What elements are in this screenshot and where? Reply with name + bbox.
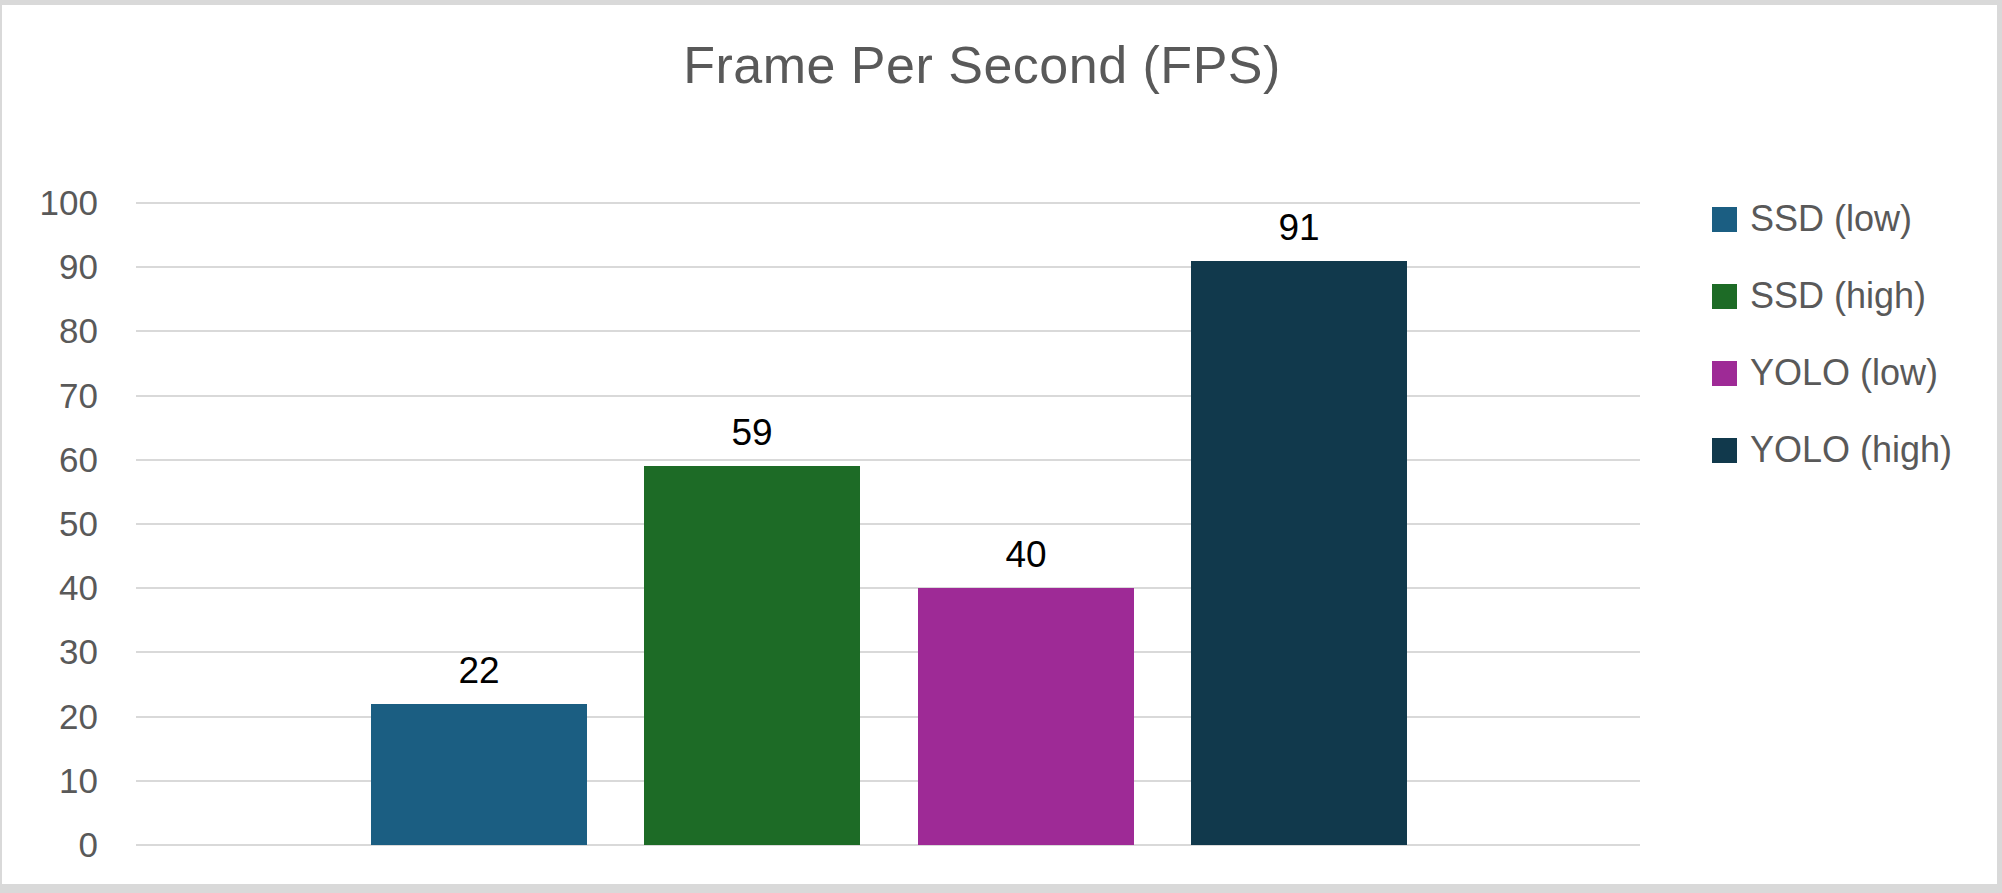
y-axis-tick-label-50: 50	[2, 504, 98, 544]
legend-swatch-ssd-low	[1712, 207, 1737, 232]
bar-ssd-high	[644, 466, 860, 845]
bar-value-label-ssd-high: 59	[644, 412, 860, 454]
legend-label-ssd-low: SSD (low)	[1750, 198, 1912, 240]
gridline-30	[136, 651, 1640, 653]
bar-yolo-high	[1191, 261, 1407, 845]
y-axis-tick-label-30: 30	[2, 632, 98, 672]
y-axis-tick-label-0: 0	[2, 825, 98, 865]
y-axis-tick-label-40: 40	[2, 568, 98, 608]
y-axis-tick-label-70: 70	[2, 376, 98, 416]
gridline-90	[136, 266, 1640, 268]
y-axis-tick-label-100: 100	[2, 183, 98, 223]
gridline-10	[136, 780, 1640, 782]
legend-label-ssd-high: SSD (high)	[1750, 275, 1926, 317]
legend-item-ssd-low: SSD (low)	[1712, 204, 1912, 234]
y-axis-tick-label-20: 20	[2, 697, 98, 737]
chart-canvas: Frame Per Second (FPS) 22 59 40 91 0 10 20 30 4…	[0, 0, 2002, 893]
legend-item-yolo-low: YOLO (low)	[1712, 358, 1938, 388]
y-axis-tick-label-60: 60	[2, 440, 98, 480]
gridline-60	[136, 459, 1640, 461]
gridline-0	[136, 844, 1640, 846]
gridline-70	[136, 395, 1640, 397]
y-axis-tick-label-10: 10	[2, 761, 98, 801]
y-axis-tick-label-90: 90	[2, 247, 98, 287]
legend-label-yolo-low: YOLO (low)	[1750, 352, 1938, 394]
legend-swatch-ssd-high	[1712, 284, 1737, 309]
bar-value-label-ssd-low: 22	[371, 650, 587, 692]
gridline-50	[136, 523, 1640, 525]
bar-value-label-yolo-high: 91	[1191, 207, 1407, 249]
gridline-20	[136, 716, 1640, 718]
bar-ssd-low	[371, 704, 587, 845]
gridline-40	[136, 587, 1640, 589]
legend-item-yolo-high: YOLO (high)	[1712, 435, 1952, 465]
legend-item-ssd-high: SSD (high)	[1712, 281, 1926, 311]
gridline-100	[136, 202, 1640, 204]
legend-swatch-yolo-low	[1712, 361, 1737, 386]
gridline-80	[136, 330, 1640, 332]
y-axis-tick-label-80: 80	[2, 311, 98, 351]
bar-value-label-yolo-low: 40	[918, 534, 1134, 576]
legend-label-yolo-high: YOLO (high)	[1750, 429, 1952, 471]
legend-swatch-yolo-high	[1712, 438, 1737, 463]
chart-title: Frame Per Second (FPS)	[2, 35, 1962, 95]
bar-yolo-low	[918, 588, 1134, 845]
